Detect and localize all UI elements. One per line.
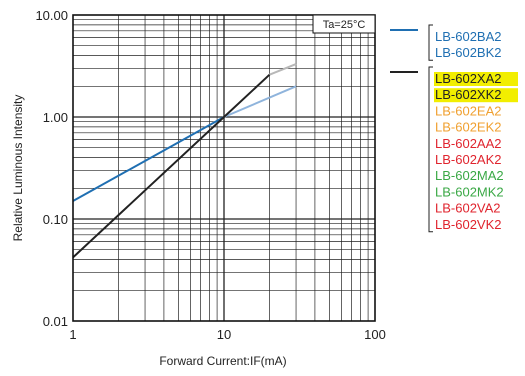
y-axis-title: Relative Luminous Intensity: [11, 95, 25, 242]
series-2-extension: [270, 64, 297, 75]
legend-entry: LB-602XK2: [435, 87, 502, 102]
legend-entry: LB-602EK2: [435, 120, 502, 135]
legend-entry: LB-602MA2: [435, 168, 504, 183]
x-tick-label: 1: [69, 327, 76, 342]
y-tick-label: 1.00: [43, 110, 68, 125]
legend: LB-602BA2LB-602BK2LB-602XA2LB-602XK2LB-6…: [390, 25, 518, 232]
tick-labels: 1 10 100 0.01 0.10 1.00 10.00: [35, 8, 385, 342]
annotation-box: Ta=25°C: [313, 15, 375, 33]
temperature-annotation: Ta=25°C: [323, 19, 366, 31]
legend-bracket-1: [429, 25, 433, 60]
series-1-extension: [224, 86, 296, 117]
legend-entry: LB-602AA2: [435, 136, 502, 151]
legend-entry: LB-602AK2: [435, 152, 502, 167]
plot-grid: [73, 15, 375, 321]
legend-entry: LB-602VA2: [435, 201, 501, 216]
legend-entry: LB-602BA2: [435, 29, 502, 44]
y-tick-label: 10.00: [35, 8, 68, 23]
x-axis-title: Forward Current:IF(mA): [159, 354, 286, 368]
legend-entry: LB-602MK2: [435, 184, 504, 199]
legend-entry: LB-602BK2: [435, 45, 502, 60]
x-tick-label: 100: [364, 327, 386, 342]
legend-bracket-2: [429, 67, 433, 232]
legend-entry: LB-602EA2: [435, 103, 502, 118]
plot-curves: [73, 64, 296, 257]
legend-entry: LB-602VK2: [435, 217, 502, 232]
legend-entry: LB-602XA2: [435, 71, 502, 86]
y-tick-label: 0.10: [43, 212, 68, 227]
series-2-line: [73, 75, 270, 258]
y-tick-label: 0.01: [43, 314, 68, 329]
x-tick-label: 10: [217, 327, 231, 342]
